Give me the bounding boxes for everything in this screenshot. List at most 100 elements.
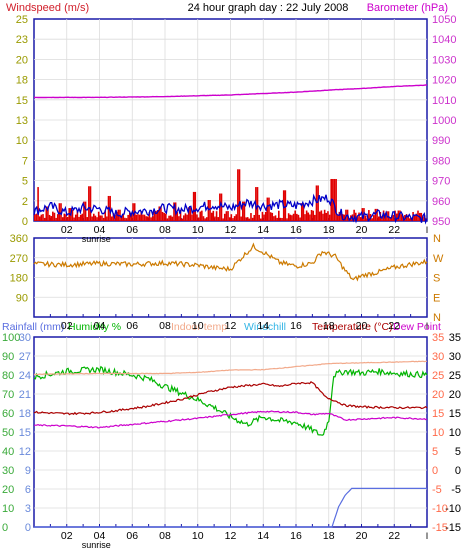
direction-tick-label: 180 — [10, 273, 28, 285]
windspeed-tick-label: 15 — [16, 95, 28, 107]
humidity-tick-label: 50 — [2, 427, 14, 439]
temperature-tick-label-inner: 25 — [432, 370, 444, 382]
humidity-tick-label: 10 — [2, 503, 14, 515]
x-tick-label: 14 — [257, 320, 269, 332]
x-axis-end-mark: I — [426, 225, 429, 235]
dewpoint-legend: Dew Point — [393, 321, 441, 333]
x-tick-label: 14 — [257, 530, 269, 542]
compass-tick-label: E — [433, 292, 440, 304]
x-axis-end-mark: I — [426, 531, 429, 541]
temperature-tick-label-inner: 0 — [432, 465, 438, 477]
x-tick-label: 18 — [323, 320, 335, 332]
compass-tick-label: W — [433, 253, 444, 265]
barometer-tick-label: 1030 — [432, 54, 456, 66]
barometer-tick-label: 950 — [432, 216, 450, 228]
rainfall-tick-label: 0 — [25, 522, 31, 534]
x-tick-label: 04 — [94, 530, 106, 542]
barometer-title: Barometer (hPa) — [367, 2, 448, 14]
graph-title: 24 hour graph day : 22 July 2008 — [188, 2, 349, 14]
x-tick-label: 12 — [225, 530, 237, 542]
x-tick-label: 20 — [356, 530, 368, 542]
x-tick-label: 06 — [126, 530, 138, 542]
humidity-tick-label: 90 — [2, 351, 14, 363]
temperature-tick-label-outer: 15 — [449, 408, 461, 420]
temperature-legend: Temperature (°C) — [312, 321, 393, 333]
temperature-tick-label-outer: 30 — [449, 351, 461, 363]
x-tick-label: 22 — [388, 530, 400, 542]
x-tick-label: 06 — [126, 224, 138, 236]
humidity-legend: Humidity % — [68, 321, 121, 333]
x-tick-label: 18 — [323, 530, 335, 542]
average-windspeed-line — [33, 193, 428, 225]
x-tick-label: 22 — [388, 224, 400, 236]
barometer-tick-label: 980 — [432, 155, 450, 167]
sunrise-label: sunrise — [82, 540, 111, 550]
x-tick-label: 18 — [323, 224, 335, 236]
temperature-tick-label-outer: -10 — [445, 503, 461, 515]
rainfall-line — [34, 487, 427, 528]
humidity-tick-label: 80 — [2, 370, 14, 382]
rainfall-tick-label: 30 — [19, 332, 31, 344]
rainfall-tick-label: 18 — [19, 408, 31, 420]
barometer-tick-label: 960 — [432, 196, 450, 208]
x-tick-label: 10 — [192, 320, 204, 332]
rainfall-tick-label: 3 — [25, 503, 31, 515]
windspeed-tick-label: 20 — [16, 54, 28, 66]
barometer-line — [34, 84, 428, 99]
x-tick-label: 04 — [94, 224, 106, 236]
x-tick-label: 08 — [159, 320, 171, 332]
x-tick-label: 16 — [290, 530, 302, 542]
x-tick-label: 22 — [388, 320, 400, 332]
temperature-tick-label-inner: 15 — [432, 408, 444, 420]
x-tick-label: 06 — [126, 320, 138, 332]
indoor-temp-legend: Indoor temp — [171, 321, 227, 333]
x-tick-label: 02 — [61, 530, 73, 542]
temperature-tick-label-outer: 5 — [455, 446, 461, 458]
barometer-tick-label: 1020 — [432, 75, 456, 87]
barometer-tick-label: 1000 — [432, 115, 456, 127]
rainfall-tick-label: 24 — [19, 370, 31, 382]
temperature-tick-label-inner: -5 — [432, 484, 442, 496]
temperature-tick-label-outer: 0 — [455, 465, 461, 477]
windspeed-tick-label: 13 — [16, 115, 28, 127]
windspeed-tick-label: 5 — [22, 176, 28, 188]
temperature-tick-label-outer: -15 — [445, 522, 461, 534]
temperature-tick-label-outer: 35 — [449, 332, 461, 344]
humidity-tick-label: 20 — [2, 484, 14, 496]
windchill-legend: Windchill — [244, 321, 286, 333]
x-tick-label: 10 — [192, 530, 204, 542]
direction-tick-label: 360 — [10, 233, 28, 245]
barometer-tick-label: 1050 — [432, 14, 456, 26]
temperature-tick-label-inner: 5 — [432, 446, 438, 458]
rainfall-legend: Rainfall (mm) — [2, 321, 64, 333]
windspeed-tick-label: 18 — [16, 75, 28, 87]
compass-tick-label: N — [433, 312, 441, 324]
dewpoint-line — [33, 410, 428, 429]
sunrise-label: sunrise — [82, 234, 111, 244]
x-tick-label: 04 — [94, 320, 106, 332]
x-tick-label: 08 — [159, 224, 171, 236]
temperature-tick-label-inner: -15 — [432, 522, 448, 534]
x-tick-label: 20 — [356, 320, 368, 332]
windspeed-title: Windspeed (m/s) — [6, 2, 89, 14]
windspeed-tick-label: 7 — [22, 155, 28, 167]
indoor-temp-line — [33, 360, 427, 376]
rainfall-tick-label: 9 — [25, 465, 31, 477]
humidity-tick-label: 40 — [2, 446, 14, 458]
x-tick-label: 02 — [61, 224, 73, 236]
compass-tick-label: N — [433, 233, 441, 245]
temperature-tick-label-outer: 25 — [449, 370, 461, 382]
humidity-tick-label: 100 — [2, 332, 20, 344]
x-tick-label: 14 — [257, 224, 269, 236]
temperature-tick-label-inner: 20 — [432, 389, 444, 401]
direction-tick-label: 270 — [10, 253, 28, 265]
temperature-tick-label-inner: 35 — [432, 332, 444, 344]
humidity-tick-label: 0 — [2, 522, 8, 534]
humidity-tick-label: 70 — [2, 389, 14, 401]
rainfall-tick-label: 27 — [19, 351, 31, 363]
x-tick-label: 08 — [159, 530, 171, 542]
barometer-tick-label: 1040 — [432, 34, 456, 46]
temperature-tick-label-inner: 10 — [432, 427, 444, 439]
compass-tick-label: S — [433, 273, 440, 285]
rainfall-tick-label: 6 — [25, 484, 31, 496]
